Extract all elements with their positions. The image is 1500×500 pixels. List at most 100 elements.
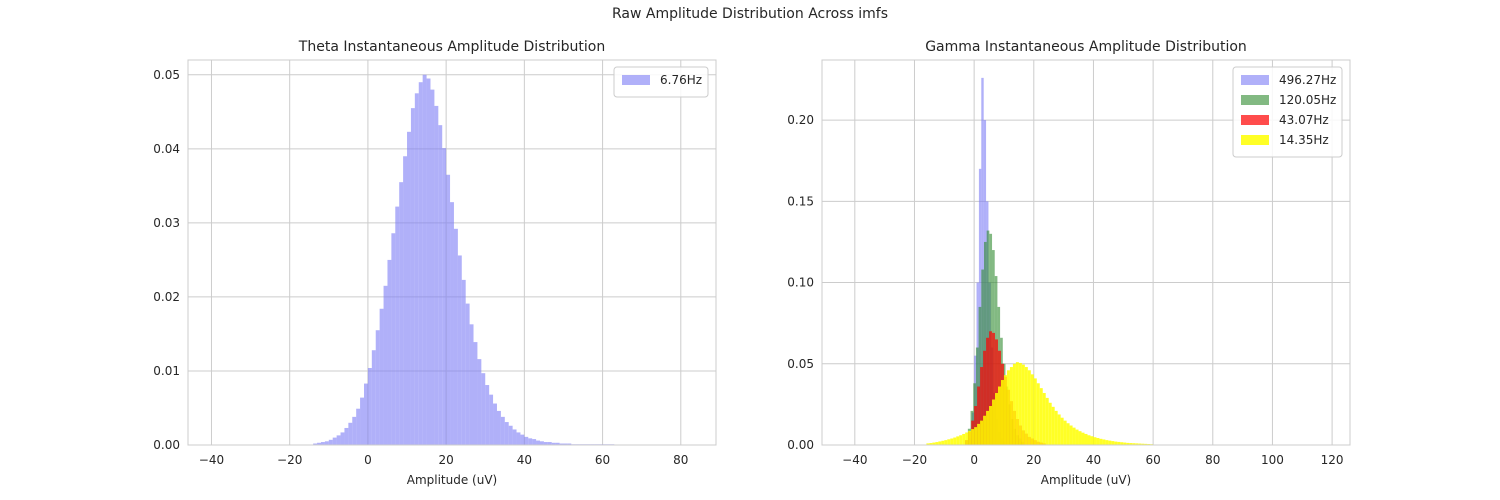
histogram-bar (938, 441, 942, 445)
histogram-bar (989, 331, 993, 445)
histogram-bar (375, 330, 380, 445)
y-tick-label: 0.00 (153, 438, 180, 452)
histogram-bar (324, 441, 329, 445)
histogram-bar (1066, 423, 1070, 445)
histogram-bar (1063, 420, 1067, 445)
x-tick-label: −40 (199, 453, 224, 467)
histogram-bar (473, 342, 478, 445)
histogram-bar (379, 308, 384, 445)
x-tick-label: 80 (673, 453, 688, 467)
histogram-bar (1000, 380, 1004, 445)
histogram-bar (1102, 439, 1106, 445)
histogram-bar (941, 440, 945, 445)
histogram-bar (1126, 442, 1130, 445)
histogram-bar (1024, 367, 1028, 445)
histogram-bar (1123, 442, 1127, 445)
histogram-bar (983, 350, 987, 445)
histogram-bar (998, 386, 1001, 445)
histogram-bar (965, 432, 969, 445)
y-tick-label: 0.02 (153, 290, 180, 304)
histogram-bar (352, 416, 357, 445)
histogram-bar (1099, 438, 1103, 445)
histogram-bar (980, 420, 984, 445)
legend-label: 496.27Hz (1279, 73, 1336, 87)
histogram-bar (989, 406, 993, 445)
x-tick-label: 20 (438, 453, 453, 467)
histogram-bar (1006, 370, 1010, 445)
histogram-bar (944, 440, 948, 445)
legend: 496.27Hz 120.05Hz 43.07Hz 14.35Hz (1232, 66, 1343, 158)
histogram-bar (446, 174, 451, 445)
histogram-bar (536, 440, 540, 445)
histogram-bar (559, 443, 564, 445)
histogram-bar (504, 422, 509, 445)
histogram-bar (929, 443, 933, 445)
histogram-bar (320, 442, 325, 445)
histogram-bar (364, 383, 368, 445)
histogram-bar (1111, 441, 1115, 445)
histogram-bar (457, 255, 462, 445)
histogram-bar (532, 439, 537, 445)
legend-label: 14.35Hz (1279, 133, 1329, 147)
histogram-bar (1087, 435, 1091, 445)
figure-suptitle: Raw Amplitude Distribution Across imfs (611, 6, 889, 22)
histogram-bar (430, 89, 435, 445)
histogram-bar (551, 442, 556, 445)
chart-panel-2: −40 −20 0 20 40 60 80 100 120 0.00 0.05 0.10 0.15 0.2… (787, 39, 1351, 487)
plot-frame (821, 59, 1351, 446)
histogram-bar (453, 228, 458, 445)
histogram-bar (1117, 441, 1121, 445)
histogram-bar (410, 108, 415, 445)
legend: 6.76Hz (613, 66, 709, 98)
histogram-bar (434, 105, 439, 446)
plot-frame (187, 59, 717, 446)
histogram-bar (336, 435, 341, 445)
x-tick-label: 40 (517, 453, 532, 467)
histogram-bar (567, 443, 572, 445)
histogram-bar (1120, 442, 1124, 445)
histogram-bar (1069, 425, 1073, 445)
histogram-bar (543, 442, 548, 445)
histogram-bar (328, 439, 333, 445)
histogram-bar (1027, 370, 1031, 445)
y-tick-label: 0.20 (787, 113, 814, 127)
chart-title: Theta Instantaneous Amplitude Distributi… (298, 39, 605, 55)
y-tick-label: 0.10 (787, 276, 814, 290)
x-tick-label: 60 (1145, 453, 1160, 467)
histogram-bar (1048, 402, 1052, 445)
histogram-bar (974, 427, 978, 445)
chart-panel-1: −40 −20 0 20 40 60 80 0.00 0.01 0.02 0.03 0.04 0.05 T… (153, 39, 717, 487)
histogram-bar (317, 442, 321, 445)
x-tick-label: 100 (1261, 453, 1284, 467)
histogram-bar (1075, 429, 1079, 445)
histogram-bar (1144, 443, 1148, 445)
histogram-bar (995, 393, 998, 445)
chart-title: Gamma Instantaneous Amplitude Distributi… (925, 39, 1247, 55)
histogram-bar (540, 441, 544, 445)
histogram-bar (1072, 427, 1076, 445)
legend-swatch (1241, 95, 1269, 105)
histogram-bar (520, 434, 525, 445)
histogram-bar (477, 359, 482, 445)
x-tick-label: 40 (1086, 453, 1101, 467)
histogram-bar (555, 442, 560, 445)
histogram-bar (485, 385, 490, 445)
histogram-bar (418, 82, 423, 445)
histogram-bar (1051, 406, 1055, 445)
histogram-bar (1135, 443, 1139, 445)
histogram-bar (1054, 410, 1058, 445)
histogram-bar (465, 303, 470, 445)
histogram-bar (1105, 440, 1109, 445)
histogram-bar (956, 436, 960, 445)
histogram-bar (1021, 364, 1025, 445)
histogram-bar (524, 436, 529, 445)
histogram-bar (1132, 443, 1136, 445)
legend-box (1232, 66, 1343, 158)
x-axis-label: Amplitude (uV) (407, 473, 498, 487)
histogram-bar (1036, 383, 1040, 445)
histogram-bar (360, 397, 364, 445)
histogram-bar (1129, 443, 1133, 445)
x-tick-label: 0 (364, 453, 372, 467)
y-tick-label: 0.05 (787, 357, 814, 371)
histogram-bar (962, 433, 966, 445)
